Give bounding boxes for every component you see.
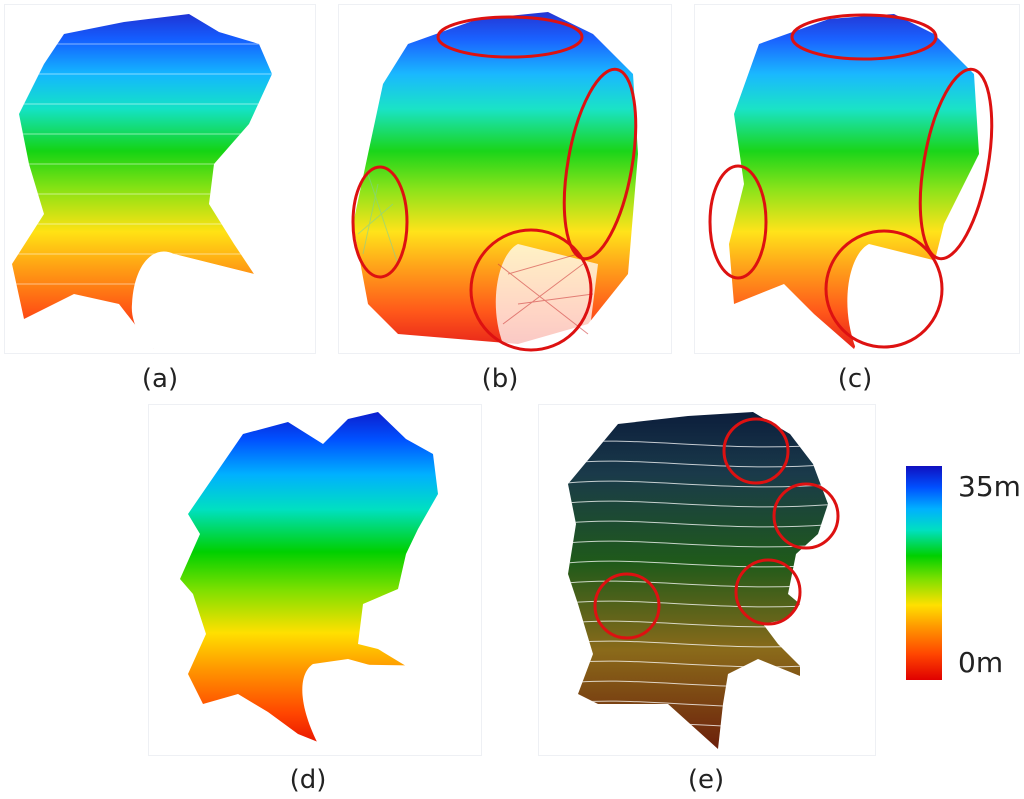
- highlight-ellipse: [436, 15, 584, 59]
- highlight-circle: [772, 482, 840, 550]
- panel-a: [4, 4, 316, 354]
- highlight-ellipse: [351, 165, 409, 279]
- panel-e: [538, 404, 876, 756]
- colorbar-max-label: 35m: [958, 470, 1021, 503]
- cleaned-mesh-image: [708, 13, 994, 349]
- highlight-circle: [734, 558, 802, 626]
- highlight-circle: [824, 229, 944, 349]
- highlight-circle: [469, 228, 593, 352]
- colorbar-min-label: 0m: [958, 646, 1004, 679]
- highlight-circles-e: [593, 417, 840, 640]
- highlight-ellipse: [708, 164, 768, 280]
- caption-d: (d): [289, 765, 327, 795]
- caption-e: (e): [687, 765, 725, 795]
- caption-c: (c): [837, 364, 873, 394]
- highlight-circles-c: [708, 13, 994, 349]
- triangulated-mesh-image: [351, 12, 638, 352]
- elevation-surface-image: [180, 412, 448, 744]
- highlight-circle: [593, 572, 661, 640]
- panel-b: [338, 4, 672, 354]
- highlight-ellipse: [790, 13, 938, 61]
- highlight-ellipse: [918, 67, 994, 261]
- caption-b: (b): [481, 364, 519, 394]
- point-cloud-image: [12, 14, 272, 349]
- elevation-colorbar: [906, 466, 942, 680]
- highlight-circles-b: [351, 15, 638, 352]
- panel-d: [148, 404, 482, 756]
- panel-c: [694, 4, 1020, 354]
- highlight-circle: [722, 417, 790, 485]
- caption-a: (a): [141, 364, 179, 394]
- contour-relief-image: [568, 412, 840, 749]
